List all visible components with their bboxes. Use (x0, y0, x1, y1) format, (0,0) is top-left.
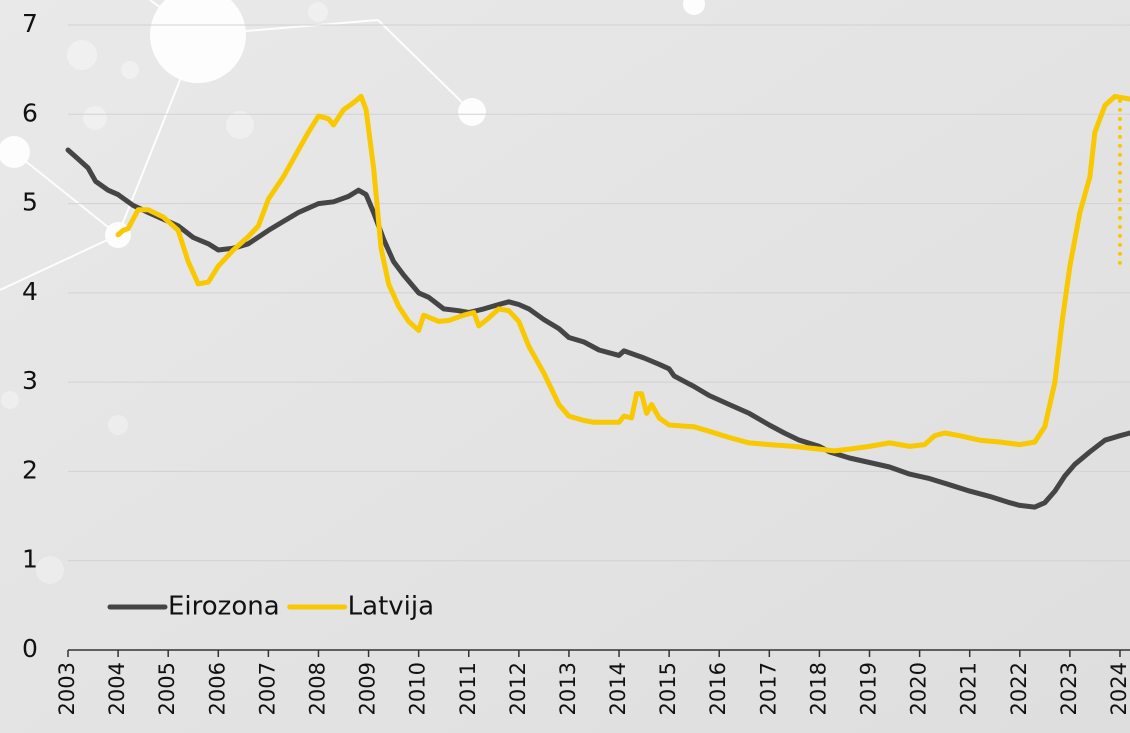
y-tick-label: 6 (22, 98, 38, 127)
x-tick-label: 2003 (55, 662, 79, 715)
x-tick-label: 2023 (1057, 662, 1081, 715)
x-tick-label: 2017 (756, 662, 780, 715)
y-tick-label: 0 (22, 634, 38, 663)
x-tick-label: 2021 (957, 662, 981, 715)
y-tick-label: 2 (22, 455, 38, 484)
x-tick-label: 2012 (506, 662, 530, 715)
y-tick-label: 5 (22, 188, 38, 217)
x-tick-label: 2018 (806, 662, 830, 715)
x-tick-label: 2009 (356, 662, 380, 715)
x-tick-label: 2010 (406, 662, 430, 715)
x-tick-label: 2024 (1107, 662, 1130, 715)
y-tick-label: 4 (22, 277, 38, 306)
x-tick-label: 2022 (1007, 662, 1031, 715)
x-tick-label: 2011 (456, 662, 480, 715)
x-tick-label: 2019 (857, 662, 881, 715)
x-tick-label: 2014 (606, 662, 630, 715)
y-tick-label: 1 (22, 545, 38, 574)
x-tick-label: 2016 (706, 662, 730, 715)
line-series (65, 147, 1130, 510)
x-tick-label: 2013 (556, 662, 580, 715)
x-tick-label: 2005 (155, 662, 179, 715)
x-tick-label: 2006 (205, 662, 229, 715)
x-tick-label: 2007 (255, 662, 279, 715)
x-tick-label: 2004 (105, 662, 129, 715)
y-tick-label: 7 (22, 9, 38, 38)
line-series (115, 93, 1130, 454)
legend-label: Latvija (348, 592, 434, 622)
x-tick-label: 2020 (907, 662, 931, 715)
x-tick-label: 2015 (656, 662, 680, 715)
x-tick-label: 2008 (305, 662, 329, 715)
y-tick-label: 3 (22, 366, 38, 395)
legend-label: Eirozona (168, 592, 280, 622)
